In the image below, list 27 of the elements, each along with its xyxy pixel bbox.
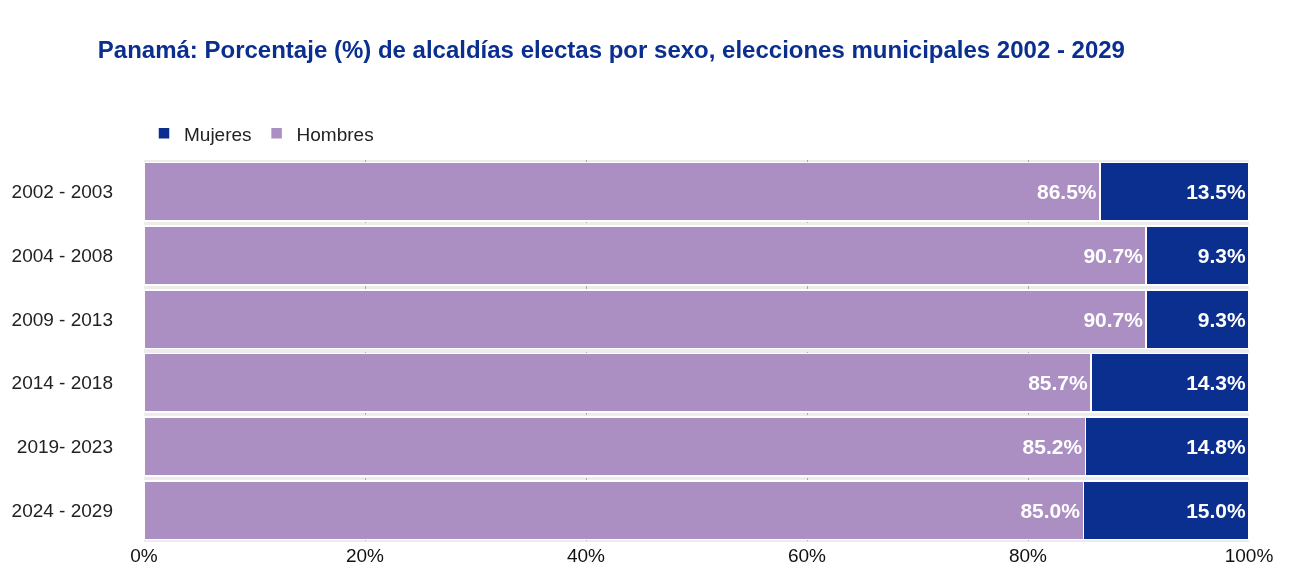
- data-label: 90.7%: [1083, 244, 1144, 267]
- chart-title: Panamá: Porcentaje (%) de alcaldías electas por sexo, elecciones municipales 2002 - 2029: [97, 35, 1125, 63]
- x-tick-label: 40%: [566, 545, 606, 566]
- data-label: 14.8%: [1186, 435, 1246, 458]
- data-label: 86.5%: [1036, 180, 1097, 204]
- data-label: 15.0%: [1186, 498, 1246, 522]
- y-tick-label: 2019- 2023: [16, 436, 113, 458]
- y-tick-label: 2024 - 2029: [11, 499, 113, 521]
- y-tick-label: 2004 - 2008: [11, 245, 113, 267]
- data-label: 85.0%: [1020, 498, 1081, 522]
- x-tick-label: 0%: [130, 545, 158, 566]
- data-label: 85.2%: [1022, 435, 1083, 458]
- data-label: 14.3%: [1186, 371, 1246, 395]
- data-label: 90.7%: [1083, 307, 1144, 331]
- x-tick-label: 100%: [1224, 545, 1274, 566]
- y-tick-label: 2002 - 2003: [11, 181, 113, 203]
- legend-label: Mujeres: [184, 123, 252, 145]
- x-tick-label: 20%: [345, 545, 385, 566]
- data-label: 13.5%: [1186, 180, 1246, 204]
- data-label: 9.3%: [1197, 307, 1246, 331]
- data-label: 9.3%: [1197, 244, 1246, 267]
- y-tick-label: 2009 - 2013: [11, 308, 113, 330]
- x-tick-label: 60%: [787, 545, 827, 566]
- legend-label: Hombres: [296, 123, 374, 145]
- y-tick-label: 2014 - 2018: [11, 372, 113, 394]
- x-tick-label: 80%: [1008, 545, 1048, 566]
- data-label: 85.7%: [1028, 371, 1088, 395]
